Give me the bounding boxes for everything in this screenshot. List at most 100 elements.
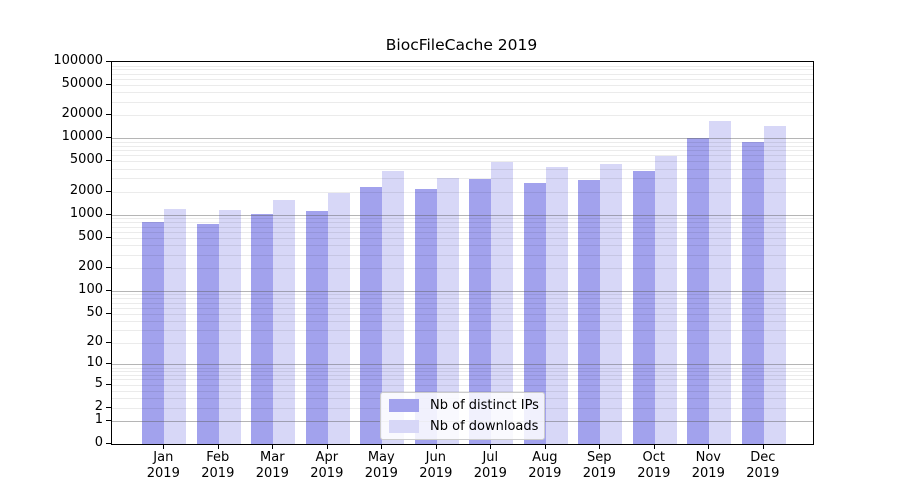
x-axis-tick [544,444,546,449]
y-axis-tick [106,420,111,421]
y-axis-tick [106,213,111,215]
gridline-minor [112,65,813,67]
gridline-minor [112,294,813,296]
gridline-minor [112,237,813,239]
y-tick-label: 20 [86,334,103,349]
y-axis-tick [106,114,111,116]
bar-distinct-ips-jul [469,179,492,444]
y-tick-label: 2000 [69,182,103,198]
bar-downloads-oct [654,155,677,444]
gridline-minor [112,115,813,117]
y-tick-label: 1000 [69,205,103,221]
gridline-minor [112,320,813,322]
y-axis-tick [106,84,111,85]
gridline-minor [112,178,813,180]
gridline-minor [112,245,813,247]
x-axis-tick [217,444,219,449]
gridline-major [112,364,813,366]
x-axis-tick [708,444,710,449]
y-tick-label: 500 [78,228,103,244]
x-axis-tick [490,444,492,449]
gridline-minor [112,384,813,386]
bar-distinct-ips-oct [632,171,655,444]
x-axis-tick [435,444,437,449]
gridline-minor [112,155,813,157]
y-axis-tick [106,289,111,291]
y-axis-tick [106,383,111,385]
bar-distinct-ips-mar [251,214,274,444]
bar-downloads-may [382,171,405,444]
y-tick-label: 20000 [61,106,103,122]
x-axis-tick [653,444,655,449]
gridline-major [112,290,813,292]
gridline-minor [112,302,813,304]
y-axis-tick [106,406,111,408]
y-tick-label: 100000 [53,53,103,68]
y-tick-label: 1 [94,412,103,427]
gridline-minor [112,161,813,163]
legend-label-downloads: Nb of downloads [430,419,539,434]
gridline-minor [112,375,813,376]
bar-distinct-ips-dec [741,141,764,444]
bar-downloads-jan [164,209,187,444]
gridline-minor [112,313,813,315]
gridline-minor [112,141,813,143]
bar-downloads-sep [600,163,623,444]
x-tick-label-oct: Oct 2019 [637,450,671,481]
bar-distinct-ips-feb [196,223,219,444]
y-tick-label: 50000 [61,76,103,91]
y-tick-label: 5000 [69,152,103,168]
x-tick-label-may: May 2019 [364,450,398,481]
x-tick-label-nov: Nov 2019 [691,450,725,481]
y-axis-tick [106,236,111,238]
y-tick-label: 50 [86,304,103,320]
bar-distinct-ips-apr [305,211,328,444]
y-axis-tick [106,190,111,192]
x-tick-label-mar: Mar 2019 [255,450,289,481]
y-tick-label: 10 [86,355,103,371]
x-tick-label-sep: Sep 2019 [582,450,616,481]
gridline-minor [112,268,813,269]
y-axis-tick [106,312,111,314]
gridline-minor [112,371,813,373]
chart-title: BiocFileCache 2019 [385,36,538,54]
legend-item-distinct-ips: Nb of distinct IPs [381,398,544,413]
gridline-minor [112,101,813,103]
gridline-minor [112,379,813,381]
gridline-minor [112,78,813,80]
gridline-minor [112,85,813,86]
bar-downloads-feb [218,209,241,444]
y-tick-label: 200 [78,259,103,274]
bar-distinct-ips-sep [578,179,601,444]
gridline-minor [112,222,813,224]
bar-downloads-jun [436,177,459,444]
y-axis-tick [106,267,111,268]
x-axis-tick [381,444,383,449]
x-tick-label-apr: Apr 2019 [310,450,344,481]
bar-downloads-jul [491,162,514,444]
bar-distinct-ips-nov [687,138,710,444]
gridline-minor [112,92,813,94]
gridline-minor [112,191,813,193]
gridline-minor [112,298,813,300]
gridline-minor [112,307,813,309]
y-tick-label: 2 [94,398,103,414]
legend-swatch-distinct-ips-icon [389,399,419,412]
plot-area [111,61,814,445]
bar-distinct-ips-jan [142,222,165,444]
gridline-minor [112,218,813,220]
gridline-minor [112,145,813,147]
gridline-minor [112,231,813,233]
x-axis-tick [326,444,328,449]
legend-item-downloads: Nb of downloads [381,419,544,434]
x-tick-label-jul: Jul 2019 [473,450,507,481]
x-tick-label-dec: Dec 2019 [746,450,780,481]
bar-downloads-apr [327,193,350,444]
gridline-minor [112,367,813,369]
x-tick-label-feb: Feb 2019 [201,450,235,481]
bar-distinct-ips-jun [414,188,437,444]
gridline-minor [112,73,813,75]
y-tick-label: 0 [94,435,103,450]
x-axis-tick [272,444,274,449]
